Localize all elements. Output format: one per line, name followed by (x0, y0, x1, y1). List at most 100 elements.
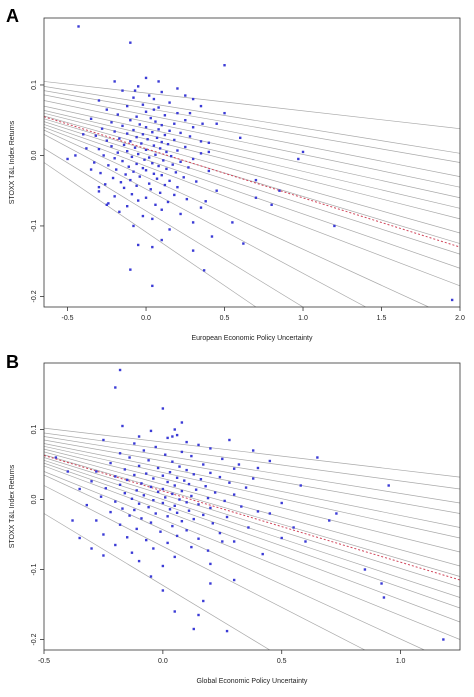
data-point (135, 489, 138, 492)
data-point (211, 522, 214, 525)
quantile-fit-line (44, 112, 460, 220)
data-point (256, 466, 260, 470)
data-point (114, 543, 117, 547)
data-point (218, 531, 222, 535)
x-tick-label: 0.0 (158, 658, 168, 665)
data-point (126, 536, 129, 539)
data-point (136, 152, 140, 156)
data-point (78, 487, 81, 491)
data-point (304, 540, 307, 543)
x-tick-label: -0.5 (38, 658, 50, 665)
data-point (109, 510, 112, 514)
data-point (89, 117, 93, 120)
quantile-fit-line (44, 439, 460, 514)
data-point (254, 178, 258, 182)
data-point (204, 200, 207, 203)
data-point (176, 111, 179, 115)
data-point (142, 494, 146, 497)
data-point (204, 485, 207, 488)
data-point (90, 547, 93, 550)
data-point (163, 183, 167, 187)
data-point (147, 156, 151, 159)
data-point (114, 386, 117, 389)
data-point (199, 478, 203, 481)
data-point (202, 599, 205, 603)
data-point (118, 210, 121, 214)
data-point (105, 139, 108, 142)
data-point (135, 527, 138, 531)
plot-frame (43, 17, 461, 308)
data-point (121, 159, 124, 163)
data-point (191, 97, 195, 101)
data-point (175, 476, 179, 479)
data-point (66, 157, 69, 161)
data-point (118, 483, 122, 486)
data-point (141, 214, 145, 218)
data-point (145, 472, 148, 475)
quantile-fit-line (44, 94, 460, 177)
data-point (160, 173, 163, 177)
data-point (113, 195, 116, 198)
y-axis-title: STOXX T&L Index Returns (9, 464, 16, 548)
data-point (301, 150, 305, 154)
data-point (105, 203, 108, 206)
data-point (184, 119, 187, 122)
data-point (124, 173, 127, 176)
data-point (110, 145, 113, 148)
data-point (149, 521, 153, 524)
data-point (215, 189, 218, 192)
data-point (175, 433, 179, 437)
data-point (71, 519, 74, 522)
y-axis-title: STOXX T&L Index Returns (9, 120, 16, 204)
quantile-fit-line (44, 121, 460, 255)
data-point (144, 148, 148, 152)
data-point (187, 166, 190, 169)
data-point (199, 206, 203, 209)
data-point (240, 505, 243, 508)
data-point (199, 140, 203, 143)
data-point (173, 504, 176, 507)
data-point (168, 228, 171, 231)
y-tick-label: 0.0 (31, 150, 38, 160)
quantile-fit-line (44, 133, 366, 307)
data-point (194, 488, 198, 491)
data-point (247, 526, 250, 529)
quantile-fit-line (44, 462, 460, 609)
data-point (168, 508, 172, 511)
data-point (127, 165, 130, 168)
data-point (187, 482, 191, 486)
data-point (149, 188, 152, 191)
data-point (97, 190, 101, 193)
data-point (231, 221, 234, 224)
data-point (228, 481, 231, 484)
data-point (126, 150, 129, 153)
data-point (191, 157, 195, 161)
quantile-fit-line (44, 129, 429, 307)
data-point (118, 452, 122, 455)
data-point (176, 185, 179, 189)
data-point (154, 445, 157, 449)
data-point (144, 169, 148, 172)
data-point (242, 242, 245, 245)
x-tick-label: 2.0 (455, 315, 465, 322)
data-point (180, 520, 184, 523)
data-point (232, 540, 236, 543)
data-point (221, 457, 224, 461)
data-point (138, 123, 141, 126)
data-point (223, 111, 226, 115)
data-point (450, 298, 454, 302)
data-point (90, 480, 93, 483)
data-point (173, 428, 176, 431)
scatter-points (54, 368, 445, 641)
data-point (121, 507, 124, 510)
data-point (299, 484, 302, 487)
data-point (207, 169, 211, 173)
data-point (387, 484, 390, 487)
data-point (210, 235, 214, 238)
data-point (175, 511, 179, 514)
data-point (156, 466, 160, 470)
panel-a: A -0.5 0.0 0.5 1.0 1.5 2.0 0.1 0.0 -0.1 -0.2 Europe… (6, 6, 465, 342)
data-point (199, 104, 203, 108)
regression-lines (44, 427, 460, 650)
